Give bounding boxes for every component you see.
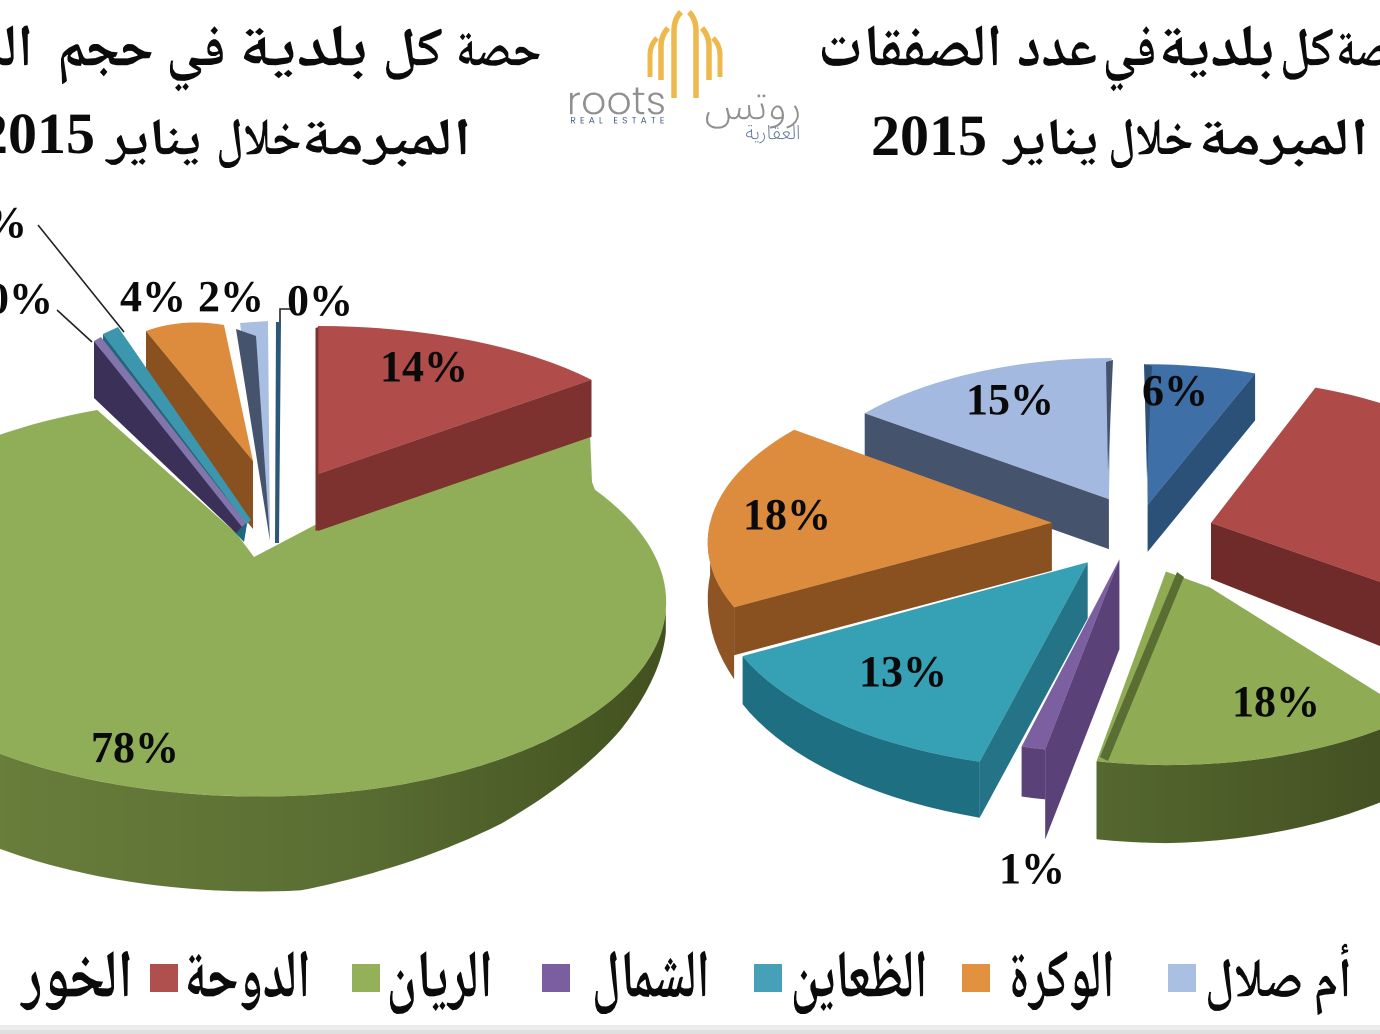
svg-text:0%: 0% — [0, 274, 53, 323]
svg-text:2%: 2% — [198, 272, 264, 321]
svg-text:2015: 2015 — [871, 103, 987, 168]
svg-text:2015: 2015 — [0, 101, 95, 166]
svg-text:6%: 6% — [1142, 366, 1208, 415]
svg-text:4%: 4% — [120, 272, 186, 321]
svg-text:1%: 1% — [999, 844, 1065, 893]
svg-text:14%: 14% — [380, 342, 468, 391]
svg-text:15%: 15% — [966, 375, 1054, 424]
svg-text:0%: 0% — [0, 198, 27, 247]
svg-text:0%: 0% — [287, 276, 353, 325]
svg-text:18%: 18% — [743, 490, 831, 539]
svg-text:18%: 18% — [1232, 677, 1320, 726]
svg-text:13%: 13% — [859, 647, 947, 696]
svg-text:78%: 78% — [91, 723, 179, 772]
